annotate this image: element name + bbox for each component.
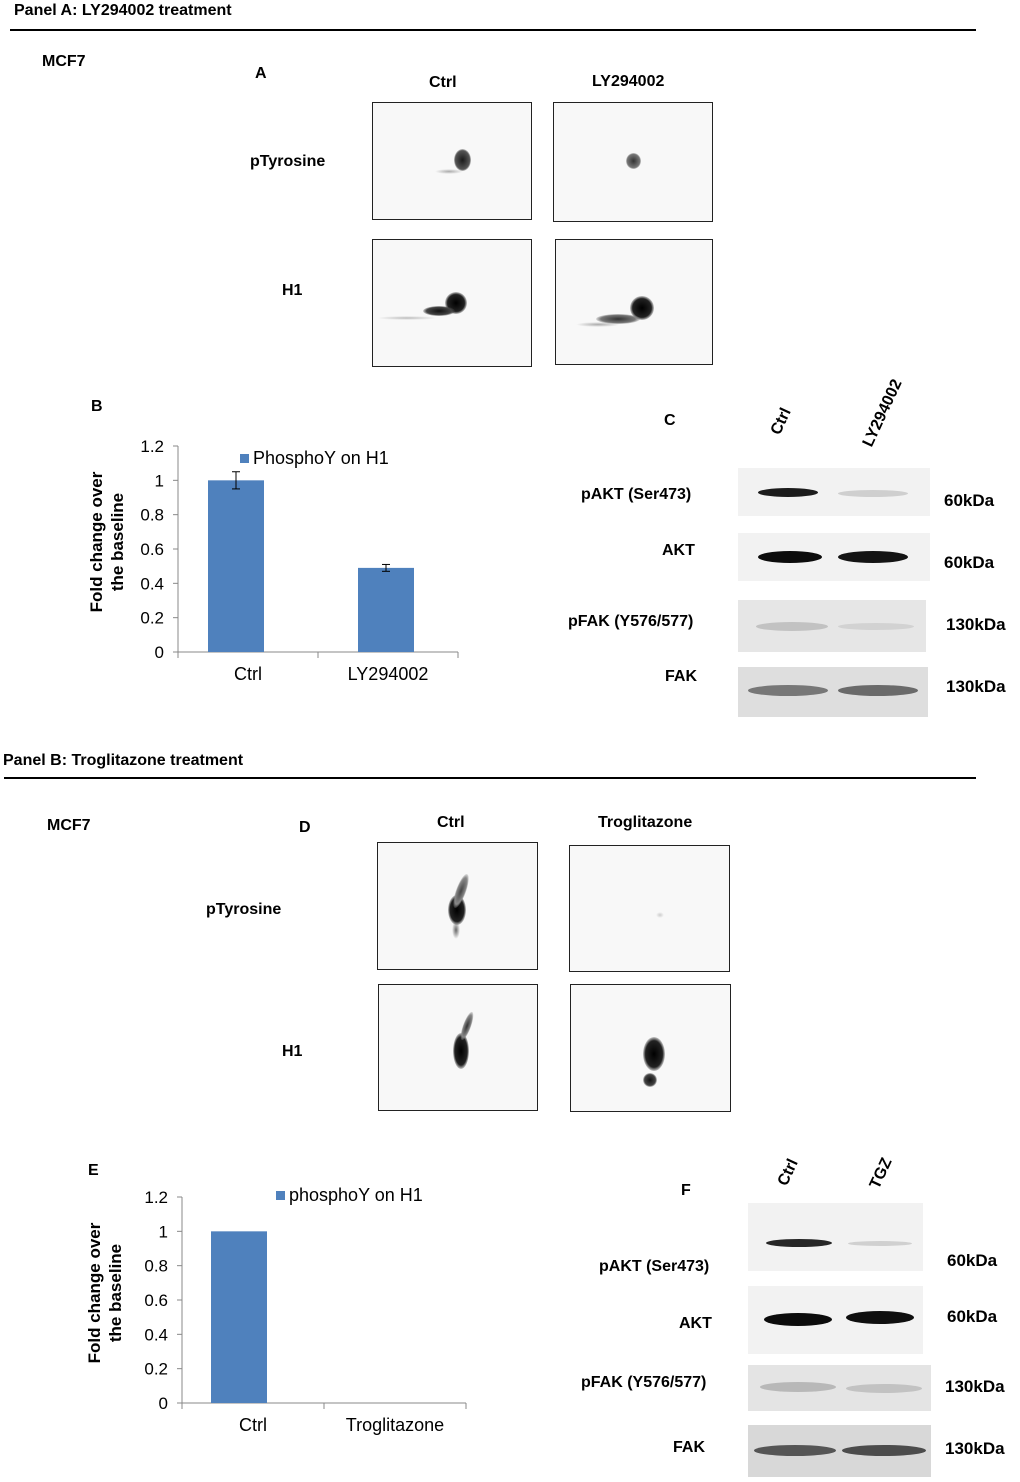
blot-d-ptyr-tgz	[569, 845, 730, 972]
blot-a-h1-ctrl	[372, 239, 532, 367]
chart-b-legend-label: PhosphoY on H1	[253, 448, 389, 468]
strip-c-fak	[738, 667, 928, 717]
strip-c-akt	[738, 533, 930, 581]
figure-d-col-troglitazone: Troglitazone	[598, 814, 693, 831]
chart-e-y-tick-label: 0	[159, 1394, 168, 1413]
figure-b-letter: B	[91, 398, 103, 415]
chart-e-bar-ctrl	[211, 1231, 267, 1403]
strip-f-pfak	[748, 1365, 931, 1411]
figure-f-size-pfak: 130kDa	[945, 1377, 1005, 1396]
figure-f-row-akt: AKT	[679, 1315, 712, 1332]
figure-c-row-pakt: pAKT (Ser473)	[581, 486, 692, 503]
figure-c-row-akt: AKT	[662, 542, 695, 559]
chart-e-x-label: Troglitazone	[346, 1415, 444, 1435]
strip-f-fak	[748, 1425, 931, 1477]
blot-d-h1-tgz	[570, 984, 731, 1112]
chart-e-y-tick-label: 0.4	[144, 1325, 168, 1344]
figure-c-row-pfak: pFAK (Y576/577)	[568, 613, 694, 630]
chart-b-x-label: LY294002	[348, 664, 429, 684]
figure-c-row-fak: FAK	[665, 668, 697, 685]
chart-b-bar-ly294002	[358, 567, 414, 652]
chart-b-y-tick-label: 0.4	[140, 574, 164, 593]
figure-d-row-h1: H1	[282, 1043, 303, 1060]
panel-b-divider	[4, 777, 976, 779]
figure-f-size-pakt: 60kDa	[947, 1251, 998, 1270]
chart-e-y-axis-title-line2: the baseline	[106, 1244, 125, 1342]
figure-c-col-ly294002: LY294002	[859, 376, 906, 450]
chart-b-legend-swatch	[240, 454, 249, 463]
figure-d-col-ctrl: Ctrl	[437, 814, 465, 831]
figure-a-letter: A	[255, 65, 267, 82]
chart-b-y-axis-title-line2: the baseline	[108, 493, 127, 591]
figure-c-size-fak: 130kDa	[946, 677, 1006, 696]
figure-e-letter: E	[88, 1162, 99, 1179]
figure-f-size-fak: 130kDa	[945, 1439, 1005, 1458]
figure-a-col-ly294002: LY294002	[592, 73, 665, 90]
panel-b-cell-line: MCF7	[47, 817, 91, 834]
chart-b: 0 0.2 0.4 0.6 0.8 1 1.2 Ctrl LY294002 PhosphoY on…	[87, 437, 459, 684]
figure-f-row-pakt: pAKT (Ser473)	[599, 1258, 710, 1275]
figure-c-size-akt: 60kDa	[944, 553, 995, 572]
chart-e-y-tick-label: 0.6	[144, 1291, 168, 1310]
chart-e-x-label: Ctrl	[239, 1415, 267, 1435]
figure-c-letter: C	[664, 412, 676, 429]
panel-a-cell-line: MCF7	[42, 53, 86, 70]
chart-e: 0 0.2 0.4 0.6 0.8 1 1.2 Ctrl Troglitazone phospho…	[85, 1185, 467, 1435]
blot-a-ptyr-ly	[553, 102, 713, 222]
panel-b-title: Panel B: Troglitazone treatment	[3, 752, 244, 769]
figure-c-size-pakt: 60kDa	[944, 491, 995, 510]
figure-f-col-tgz: TGZ	[866, 1155, 896, 1192]
figure-c-col-ctrl: Ctrl	[767, 405, 795, 438]
chart-e-y-tick-label: 0.8	[144, 1257, 168, 1276]
chart-b-y-axis-title: Fold change over the baseline	[87, 471, 127, 612]
chart-b-bar-ctrl	[208, 480, 264, 652]
chart-b-y-tick-label: 0.2	[140, 609, 164, 628]
panel-a-divider	[10, 29, 976, 31]
chart-b-y-tick-label: 0.8	[140, 506, 164, 525]
figure-f-size-akt: 60kDa	[947, 1307, 998, 1326]
figure-c-size-pfak: 130kDa	[946, 615, 1006, 634]
blot-d-ptyr-ctrl	[377, 842, 538, 970]
strip-f-pakt	[748, 1203, 923, 1271]
blot-a-h1-ly	[555, 239, 713, 365]
figure-d-row-ptyrosine: pTyrosine	[206, 901, 282, 918]
strip-c-pfak	[738, 600, 926, 652]
chart-e-legend-swatch	[276, 1191, 285, 1200]
figure-a-row-h1: H1	[282, 282, 303, 299]
strip-f-akt	[748, 1286, 923, 1354]
chart-e-y-tick-label: 1.2	[144, 1188, 168, 1207]
chart-b-y-tick-label: 1	[155, 471, 164, 490]
figure-f-row-pfak: pFAK (Y576/577)	[581, 1374, 707, 1391]
chart-b-y-tick-label: 1.2	[140, 437, 164, 456]
chart-e-y-axis-title-line1: Fold change over	[85, 1222, 104, 1363]
chart-b-y-tick-label: 0	[155, 643, 164, 662]
panel-a-title: Panel A: LY294002 treatment	[14, 2, 232, 19]
chart-e-y-tick-label: 0.2	[144, 1360, 168, 1379]
chart-e-y-axis-title: Fold change over the baseline	[85, 1222, 125, 1363]
chart-b-y-tick-label: 0.6	[140, 540, 164, 559]
chart-b-x-label: Ctrl	[234, 664, 262, 684]
figure-f-row-fak: FAK	[673, 1439, 705, 1456]
blot-a-ptyr-ctrl	[372, 102, 532, 220]
figure-a-col-ctrl: Ctrl	[429, 74, 457, 91]
figure-f-letter: F	[681, 1182, 691, 1199]
figure-a-row-ptyrosine: pTyrosine	[250, 153, 326, 170]
chart-b-y-axis-title-line1: Fold change over	[87, 471, 106, 612]
chart-e-legend-label: phosphoY on H1	[289, 1185, 423, 1205]
chart-e-y-tick-label: 1	[159, 1222, 168, 1241]
figure-d-letter: D	[299, 819, 311, 836]
blot-d-h1-ctrl	[378, 984, 538, 1111]
strip-c-pakt	[738, 468, 930, 516]
figure-f-col-ctrl: Ctrl	[774, 1156, 802, 1189]
